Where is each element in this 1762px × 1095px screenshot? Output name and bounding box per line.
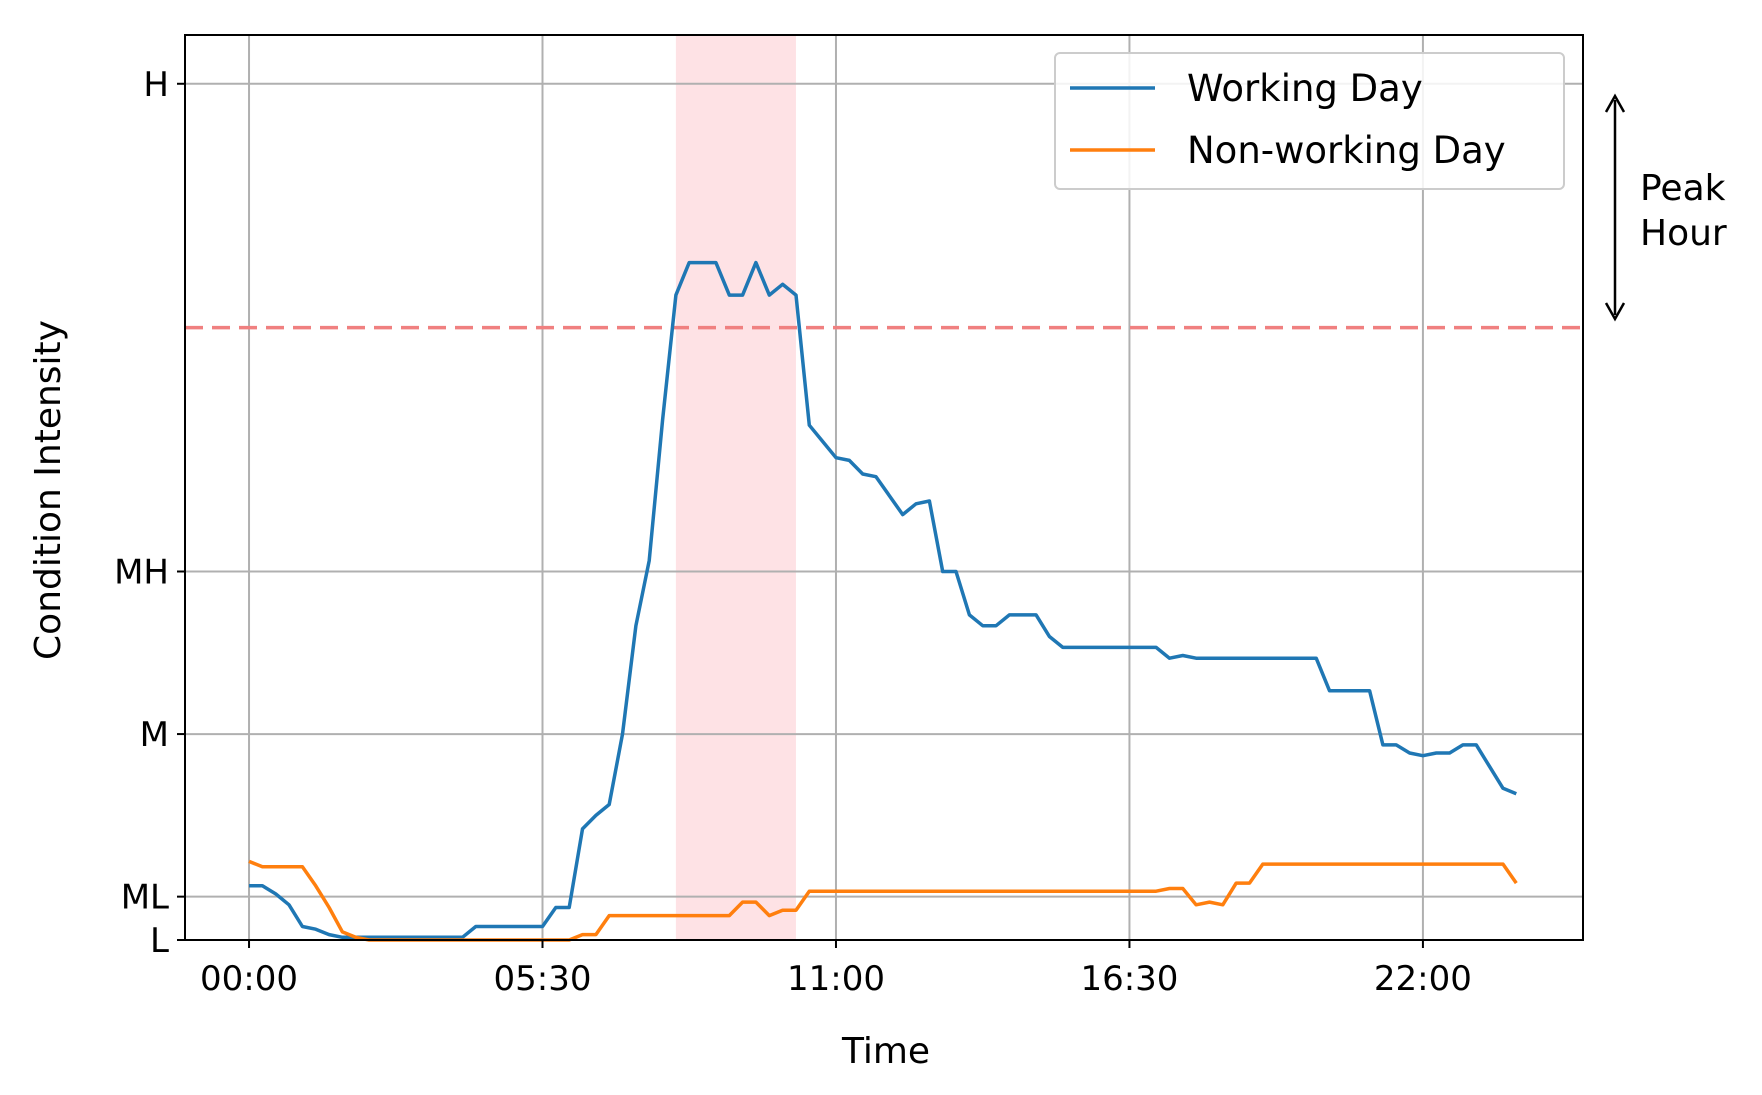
x-tick-label: 05:30 [494, 959, 592, 999]
arrow-up-icon [1604, 93, 1626, 113]
y-tick-label: H [143, 65, 169, 105]
legend-label-working-day: Working Day [1187, 67, 1423, 110]
legend-label-non-working-day: Non-working Day [1187, 129, 1506, 172]
y-tick-label: M [140, 715, 169, 755]
x-axis-title: Time [841, 1031, 930, 1072]
x-axis-ticks: 00:00 05:30 11:00 16:30 22:00 [200, 940, 1472, 999]
peak-hour-annotation: Peak Hour [1604, 93, 1727, 322]
legend-box [1054, 52, 1565, 190]
peak-hour-band [675, 35, 796, 940]
annotation-line-2: Hour [1640, 213, 1727, 254]
y-tick-label: L [150, 921, 169, 961]
arrow-down-icon [1604, 302, 1626, 322]
y-axis-title: Condition Intensity [28, 320, 69, 660]
x-tick-label: 22:00 [1374, 959, 1472, 999]
y-axis-ticks: LML M MH H [114, 65, 185, 961]
peak-hour-band-layer [675, 35, 796, 940]
y-tick-label: MH [114, 552, 169, 592]
x-tick-label: 16:30 [1080, 959, 1178, 999]
x-tick-label: 00:00 [200, 959, 298, 999]
annotation-line-1: Peak [1640, 168, 1726, 209]
legend: Working Day Non-working Day [1054, 52, 1565, 190]
x-tick-label: 11:00 [787, 959, 885, 999]
plot-frame [184, 34, 1584, 941]
y-tick-label: ML [121, 878, 169, 918]
series-line-working-day [249, 260, 1517, 940]
